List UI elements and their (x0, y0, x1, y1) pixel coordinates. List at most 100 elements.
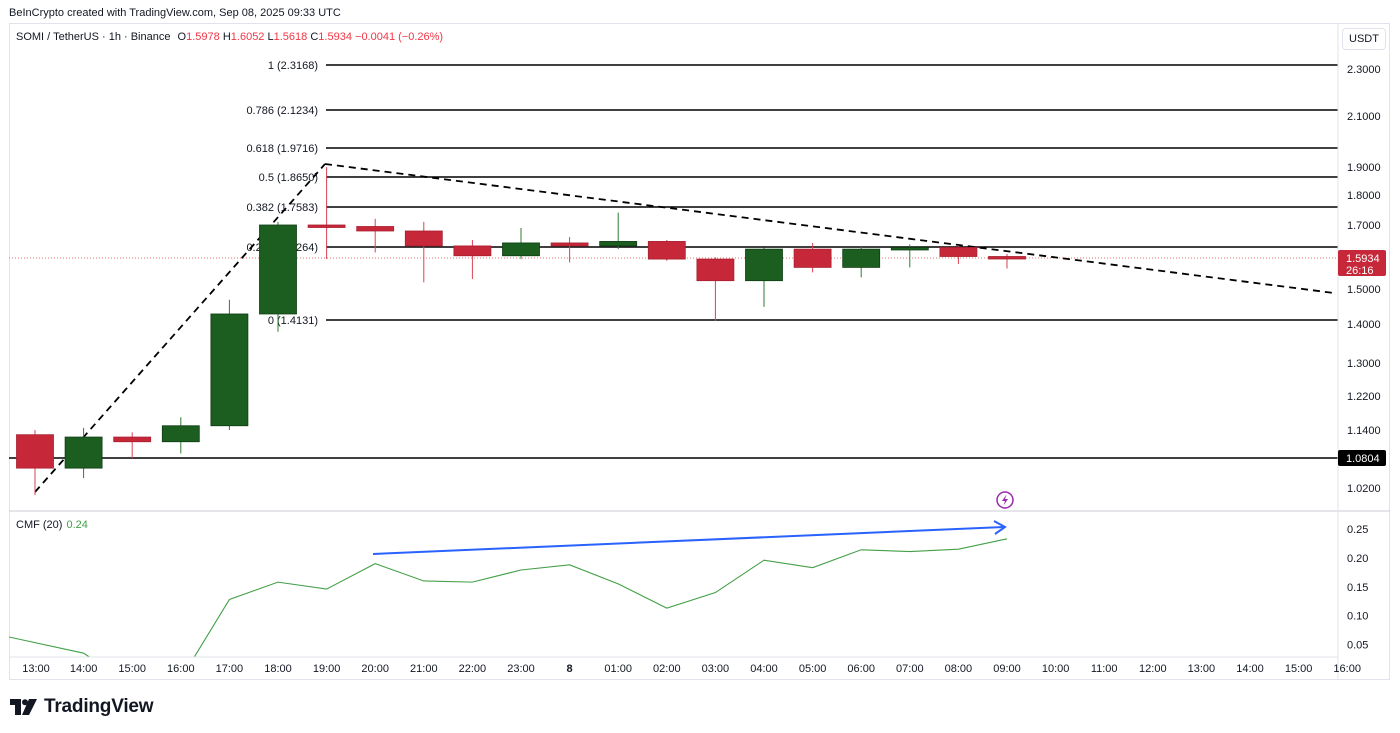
ohlc-legend: SOMI / TetherUS · 1h · Binance O1.5978 H… (16, 31, 443, 43)
time-tick-21: 10:00 (1042, 663, 1070, 675)
candle-19 (939, 245, 978, 265)
tradingview-logo-text: TradingView (44, 696, 154, 717)
support-price-tag: 1.0804 (1338, 450, 1386, 466)
candle-body-18 (890, 247, 929, 251)
candle-body-9 (453, 245, 492, 257)
fib-label-1: 0.786 (2.1234) (246, 105, 318, 117)
candle-body-15 (745, 248, 783, 282)
cmf-trend-arrow-shaft (372, 526, 1005, 555)
high-label: H (222, 31, 231, 43)
candle-body-1 (64, 436, 103, 469)
time-tick-16: 05:00 (799, 663, 827, 675)
cmf-line (9, 538, 1008, 657)
candle-8 (404, 221, 443, 283)
candle-0 (16, 430, 54, 495)
candle-body-7 (356, 226, 395, 232)
chart-frame (9, 23, 1390, 680)
support-price-tag-bg (1338, 450, 1386, 466)
time-tick-13: 02:00 (653, 663, 681, 675)
time-tick-19: 08:00 (945, 663, 973, 675)
cmf-trend-arrow-head (993, 520, 1007, 535)
time-tick-26: 15:00 (1285, 663, 1313, 675)
cmf-legend: CMF (20) 0.24 (16, 519, 88, 531)
low-value: 1.5618 (273, 31, 308, 43)
time-tick-5: 18:00 (264, 663, 292, 675)
cmf-pane (9, 491, 1014, 657)
candle-body-19 (939, 247, 978, 257)
open-label: O (177, 31, 187, 43)
candle-body-0 (16, 434, 54, 469)
time-tick-27: 16:00 (1333, 663, 1361, 675)
candle-body-2 (113, 436, 152, 443)
time-tick-22: 11:00 (1091, 663, 1118, 675)
support-price-tag-value: 1.0804 (1346, 453, 1380, 465)
candles (16, 167, 1026, 495)
time-tick-17: 06:00 (847, 663, 875, 675)
candle-10 (502, 227, 540, 260)
candle-body-20 (988, 256, 1026, 260)
cmf-tick-1: 0.20 (1347, 553, 1368, 565)
cmf-tick-2: 0.15 (1347, 582, 1368, 594)
cmf-label[interactable]: CMF (20) (16, 519, 63, 531)
candle-7 (356, 218, 395, 253)
time-tick-2: 15:00 (118, 663, 146, 675)
change-value: −0.0041 (−0.26%) (355, 31, 444, 43)
time-tick-20: 09:00 (993, 663, 1021, 675)
time-tick-1: 14:00 (70, 663, 98, 675)
price-tick-3: 1.8000 (1347, 190, 1381, 202)
price-tick-4: 1.7000 (1347, 220, 1381, 232)
time-tick-9: 22:00 (459, 663, 487, 675)
tradingview-logo[interactable]: TradingView (10, 696, 154, 718)
time-tick-3: 16:00 (167, 663, 195, 675)
candle-12 (599, 212, 638, 250)
chart-credit: BeInCrypto created with TradingView.com,… (9, 7, 341, 19)
candle-16 (793, 242, 832, 273)
fib-label-3: 0.5 (1.8650) (259, 172, 318, 184)
low-label: L (267, 31, 274, 43)
candle-6 (307, 167, 346, 260)
time-tick-4: 17:00 (216, 663, 244, 675)
candle-5 (259, 221, 297, 332)
time-tick-0: 13:00 (22, 663, 50, 675)
currency-button[interactable]: USDT (1342, 28, 1386, 50)
time-tick-14: 03:00 (702, 663, 730, 675)
price-tick-1: 2.1000 (1347, 111, 1381, 123)
current-price-tag-countdown: 26:16 (1346, 265, 1374, 277)
candle-body-5 (259, 224, 297, 315)
candle-13 (647, 239, 686, 261)
current-price-tag-bg (1338, 249, 1386, 276)
time-tick-25: 14:00 (1236, 663, 1264, 675)
candle-4 (210, 299, 249, 430)
candle-body-11 (550, 242, 589, 247)
time-tick-23: 12:00 (1139, 663, 1167, 675)
close-label: C (310, 31, 319, 43)
candle-body-10 (502, 242, 540, 257)
candle-body-14 (696, 258, 735, 282)
candle-14 (696, 257, 735, 321)
descending-trendline (324, 163, 1335, 294)
candle-18 (890, 244, 929, 268)
fib-label-4: 0.382 (1.7583) (246, 202, 318, 214)
fib-label-0: 1 (2.3168) (268, 60, 318, 72)
symbol-label[interactable]: SOMI / TetherUS · 1h · Binance (16, 31, 171, 43)
candle-body-16 (793, 248, 832, 268)
candle-3 (161, 417, 200, 454)
high-value: 1.6052 (230, 31, 265, 43)
time-tick-11: 8 (567, 663, 573, 675)
axes: 2.3000 2.1000 1.9000 1.8000 1.7000 1.5000 1.40… (9, 24, 1390, 680)
cmf-value: 0.24 (66, 519, 88, 531)
candle-9 (453, 239, 492, 280)
candle-body-6 (307, 224, 346, 228)
price-tick-7: 1.3000 (1347, 358, 1381, 370)
candle-body-13 (647, 241, 686, 260)
candle-2 (113, 432, 152, 459)
time-tick-7: 20:00 (361, 663, 389, 675)
cmf-tick-3: 0.10 (1347, 611, 1368, 623)
price-tick-6: 1.4000 (1347, 319, 1381, 331)
candle-body-3 (161, 425, 200, 443)
fib-label-6: 0 (1.4131) (268, 315, 318, 327)
fib-label-2: 0.618 (1.9716) (246, 143, 318, 155)
